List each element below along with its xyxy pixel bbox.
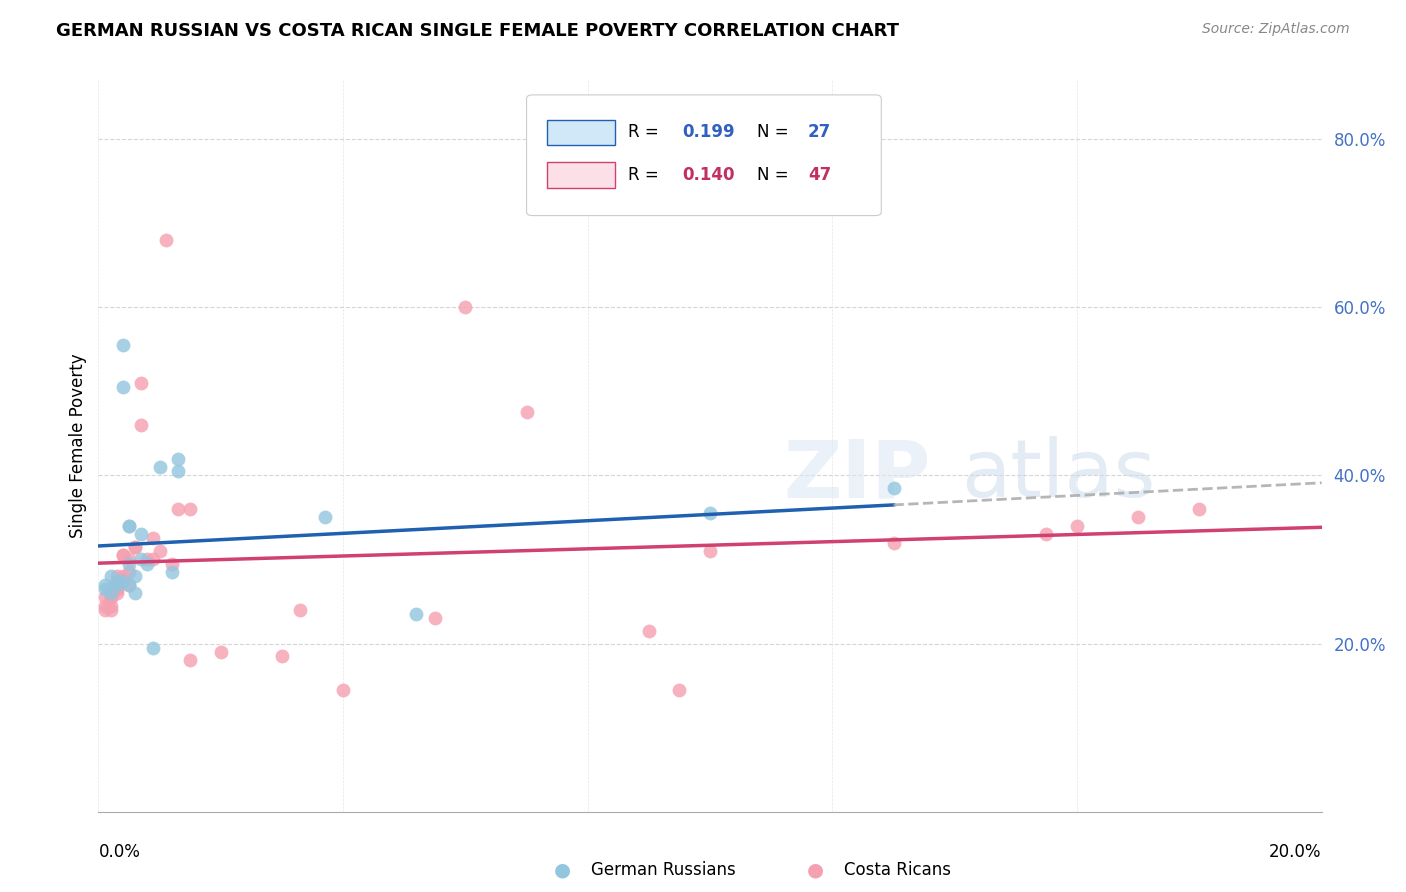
Point <box>124 540 146 554</box>
Point <box>332 682 354 697</box>
Point <box>136 552 159 566</box>
Text: 0.0%: 0.0% <box>98 843 141 861</box>
Point <box>149 460 172 475</box>
Point <box>160 557 183 571</box>
Point <box>118 519 141 533</box>
Point <box>93 603 115 617</box>
Point <box>93 582 115 596</box>
Point <box>142 532 165 546</box>
Text: Source: ZipAtlas.com: Source: ZipAtlas.com <box>1202 22 1350 37</box>
Point <box>105 582 128 596</box>
Point <box>118 557 141 571</box>
Point <box>149 544 172 558</box>
Point <box>129 376 152 390</box>
Point <box>105 582 128 596</box>
Point <box>100 591 122 605</box>
Point <box>270 649 292 664</box>
Point <box>111 574 134 588</box>
Text: R =: R = <box>628 123 664 141</box>
Point <box>167 451 190 466</box>
Point <box>105 586 128 600</box>
Point <box>124 569 146 583</box>
Point <box>167 502 190 516</box>
Point <box>179 653 201 667</box>
Point <box>699 506 721 520</box>
Text: ●: ● <box>554 861 571 880</box>
Point <box>883 481 905 495</box>
Point <box>405 607 427 622</box>
Point <box>93 578 115 592</box>
Point <box>129 552 152 566</box>
Text: 27: 27 <box>808 123 831 141</box>
Point <box>93 591 115 605</box>
Text: 20.0%: 20.0% <box>1270 843 1322 861</box>
Point <box>179 502 201 516</box>
Point <box>699 544 721 558</box>
Text: 0.140: 0.140 <box>682 166 734 184</box>
Point <box>1188 502 1211 516</box>
Point <box>290 603 312 617</box>
FancyBboxPatch shape <box>526 95 882 216</box>
Text: 0.199: 0.199 <box>682 123 734 141</box>
Point <box>100 569 122 583</box>
Text: ZIP: ZIP <box>783 436 931 515</box>
Point <box>111 569 134 583</box>
Point <box>93 599 115 613</box>
Point <box>209 645 232 659</box>
Point <box>111 380 134 394</box>
Point <box>167 464 190 478</box>
Point <box>105 578 128 592</box>
Point <box>105 578 128 592</box>
Point <box>516 405 538 419</box>
Point <box>118 578 141 592</box>
Point <box>100 599 122 613</box>
Y-axis label: Single Female Poverty: Single Female Poverty <box>69 354 87 538</box>
Text: 47: 47 <box>808 166 831 184</box>
Text: GERMAN RUSSIAN VS COSTA RICAN SINGLE FEMALE POVERTY CORRELATION CHART: GERMAN RUSSIAN VS COSTA RICAN SINGLE FEM… <box>56 22 900 40</box>
Text: R =: R = <box>628 166 664 184</box>
Point <box>637 624 661 638</box>
Point <box>100 586 122 600</box>
Point <box>1066 519 1088 533</box>
Point <box>314 510 336 524</box>
Point <box>142 552 165 566</box>
Point <box>105 574 128 588</box>
Bar <box>547 120 614 145</box>
Text: Costa Ricans: Costa Ricans <box>844 861 950 879</box>
Point <box>1035 527 1057 541</box>
Point <box>100 603 122 617</box>
Point <box>142 640 165 655</box>
Text: atlas: atlas <box>960 436 1156 515</box>
Text: N =: N = <box>756 123 793 141</box>
Point <box>118 519 141 533</box>
Point <box>124 540 146 554</box>
Point <box>118 565 141 579</box>
Point <box>118 552 141 566</box>
Bar <box>547 162 614 188</box>
Point <box>100 591 122 605</box>
Text: ●: ● <box>807 861 824 880</box>
Point <box>111 549 134 563</box>
Point <box>136 557 159 571</box>
Text: N =: N = <box>756 166 793 184</box>
Point <box>129 417 152 432</box>
Point <box>454 300 477 314</box>
Point <box>129 527 152 541</box>
Text: German Russians: German Russians <box>591 861 735 879</box>
Point <box>111 338 134 352</box>
Point <box>105 569 128 583</box>
Point <box>1128 510 1150 524</box>
Point <box>160 565 183 579</box>
Point <box>124 586 146 600</box>
Point <box>155 233 177 247</box>
Point <box>423 611 446 625</box>
Point <box>668 682 690 697</box>
Point <box>118 578 141 592</box>
Point <box>883 535 905 549</box>
Point <box>111 549 134 563</box>
Point <box>100 582 122 596</box>
